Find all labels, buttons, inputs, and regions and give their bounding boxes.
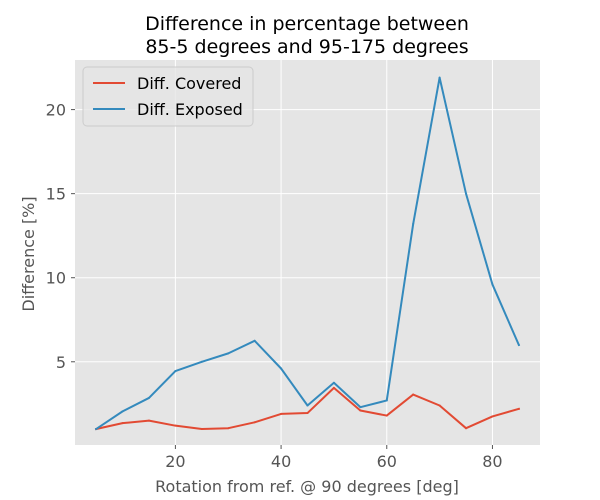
chart-title-line-2: 85-5 degrees and 95-175 degrees — [145, 36, 468, 58]
legend-label-diff-exposed: Diff. Exposed — [137, 100, 243, 119]
data-point-diff-covered — [438, 404, 441, 407]
data-point-diff-covered — [412, 393, 415, 396]
data-point-diff-exposed — [253, 339, 256, 342]
data-point-diff-exposed — [412, 222, 415, 225]
data-point-diff-exposed — [491, 283, 494, 286]
data-point-diff-exposed — [359, 406, 362, 409]
data-point-diff-covered — [253, 421, 256, 424]
data-point-diff-covered — [332, 386, 335, 389]
y-axis-label: Difference [%] — [19, 196, 38, 311]
chart-title-line-1: Difference in percentage between — [145, 13, 469, 35]
series-lines — [94, 76, 521, 431]
x-axis-label: Rotation from ref. @ 90 degrees [deg] — [155, 477, 459, 496]
data-point-diff-exposed — [121, 410, 124, 413]
legend: Diff. Covered Diff. Exposed — [82, 66, 254, 127]
x-tick-label: 80 — [482, 452, 502, 471]
data-point-diff-covered — [306, 412, 309, 415]
data-point-diff-exposed — [465, 192, 468, 195]
data-point-diff-exposed — [95, 428, 98, 431]
data-point-diff-covered — [174, 424, 177, 427]
data-point-diff-exposed — [306, 404, 309, 407]
data-point-diff-exposed — [227, 352, 230, 355]
data-point-diff-covered — [280, 412, 283, 415]
data-point-diff-exposed — [385, 399, 388, 402]
data-point-diff-covered — [121, 422, 124, 425]
data-point-diff-covered — [359, 409, 362, 412]
data-point-diff-covered — [385, 414, 388, 417]
data-point-diff-exposed — [438, 76, 441, 79]
legend-box — [82, 66, 254, 127]
data-point-diff-exposed — [332, 381, 335, 384]
data-point-diff-covered — [200, 428, 203, 431]
data-point-diff-covered — [517, 407, 520, 410]
data-point-diff-covered — [491, 415, 494, 418]
x-tick-label: 60 — [377, 452, 397, 471]
x-tick-label: 40 — [271, 452, 291, 471]
y-tick-label: 5 — [56, 353, 66, 372]
data-point-diff-exposed — [517, 343, 520, 346]
legend-label-diff-covered: Diff. Covered — [137, 74, 241, 93]
data-point-diff-covered — [465, 427, 468, 430]
data-point-diff-exposed — [280, 367, 283, 370]
y-tick-label: 20 — [46, 101, 66, 120]
data-point-diff-exposed — [147, 396, 150, 399]
ticks: 20 40 60 80 5 10 15 20 — [46, 101, 503, 471]
y-tick-label: 15 — [46, 185, 66, 204]
data-point-diff-exposed — [200, 360, 203, 363]
data-point-diff-exposed — [174, 370, 177, 373]
data-point-diff-covered — [147, 419, 150, 422]
x-tick-label: 20 — [165, 452, 185, 471]
data-point-diff-covered — [227, 427, 230, 430]
y-tick-label: 10 — [46, 269, 66, 288]
